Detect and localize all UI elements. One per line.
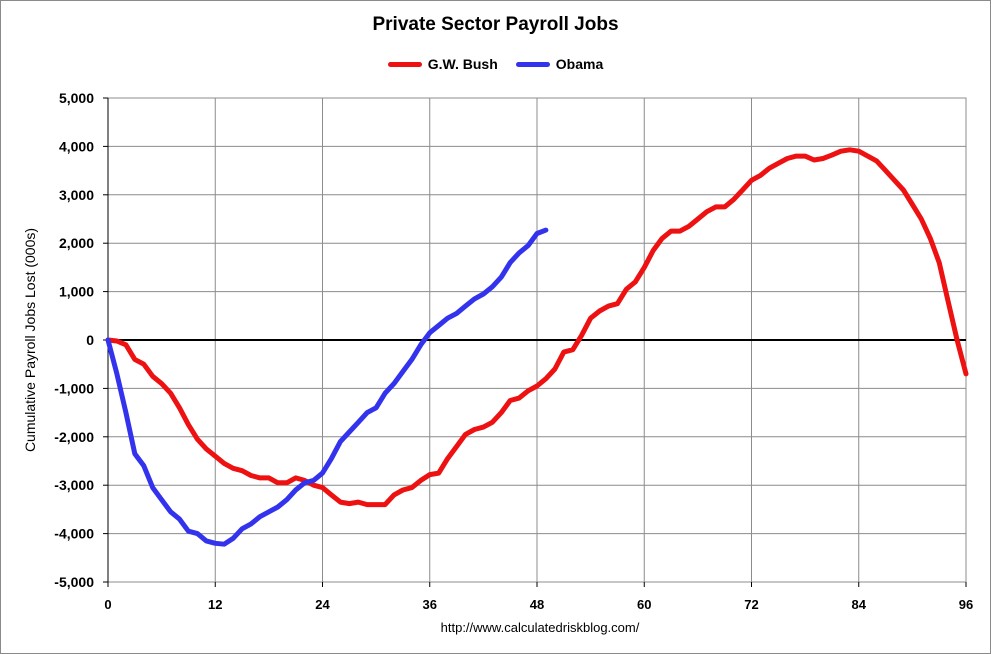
y-tick-label: -4,000: [54, 526, 94, 542]
y-tick-label: 0: [86, 332, 94, 348]
legend-swatch-series-1: [515, 61, 550, 67]
series-line-1: [105, 227, 549, 547]
legend-label-series-1: Obama: [555, 56, 604, 72]
y-tick-label: 5,000: [59, 90, 94, 106]
x-tick-label: 48: [530, 597, 544, 612]
y-tick-label: 2,000: [59, 235, 94, 251]
x-tick-label: 96: [959, 597, 973, 612]
x-tick-label: 0: [104, 597, 111, 612]
x-tick-label: 24: [315, 597, 330, 612]
legend-label-series-0: G.W. Bush: [427, 56, 498, 72]
y-tick-label: -5,000: [54, 574, 94, 590]
x-tick-label: 12: [208, 597, 222, 612]
y-tick-label: 1,000: [59, 284, 94, 300]
source-url: http://www.calculatedriskblog.com/: [440, 620, 640, 635]
x-tick-label: 84: [852, 597, 867, 612]
y-tick-label: 3,000: [59, 187, 94, 203]
legend-swatch-series-0: [387, 61, 422, 67]
series-line-0: [105, 147, 969, 508]
y-tick-label: -2,000: [54, 429, 94, 445]
chart-legend: G.W. Bush Obama: [0, 56, 991, 72]
y-tick-label: 4,000: [59, 138, 94, 154]
legend-item-series-0: G.W. Bush: [387, 56, 498, 72]
x-tick-label: 60: [637, 597, 651, 612]
legend-item-series-1: Obama: [515, 56, 604, 72]
y-tick-label: -3,000: [54, 477, 94, 493]
x-tick-label: 36: [423, 597, 437, 612]
y-tick-label: -1,000: [54, 380, 94, 396]
x-tick-label: 72: [744, 597, 758, 612]
chart-title: Private Sector Payroll Jobs: [372, 14, 619, 35]
